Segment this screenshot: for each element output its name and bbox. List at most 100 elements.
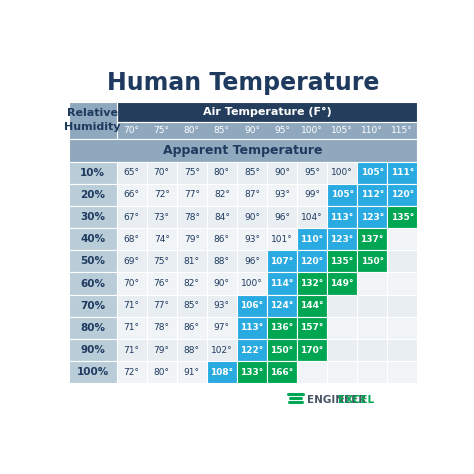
FancyBboxPatch shape (357, 317, 387, 339)
Text: 136°: 136° (270, 323, 293, 332)
Text: 90°: 90° (274, 168, 290, 177)
Text: Air Temperature (F°): Air Temperature (F°) (202, 107, 331, 117)
Text: 86°: 86° (214, 235, 230, 244)
FancyBboxPatch shape (69, 138, 417, 162)
Text: 80%: 80% (80, 323, 105, 333)
Text: 101°: 101° (271, 235, 293, 244)
FancyBboxPatch shape (146, 228, 177, 250)
FancyBboxPatch shape (297, 273, 327, 295)
FancyBboxPatch shape (327, 361, 357, 383)
FancyBboxPatch shape (357, 295, 387, 317)
FancyBboxPatch shape (267, 317, 297, 339)
FancyBboxPatch shape (69, 228, 117, 250)
Text: 107°: 107° (270, 257, 293, 266)
FancyBboxPatch shape (69, 206, 117, 228)
Text: 170°: 170° (301, 346, 324, 355)
FancyBboxPatch shape (207, 317, 237, 339)
FancyBboxPatch shape (237, 184, 267, 206)
FancyBboxPatch shape (177, 273, 207, 295)
FancyBboxPatch shape (117, 295, 146, 317)
Text: 71°: 71° (124, 301, 140, 310)
FancyBboxPatch shape (267, 206, 297, 228)
FancyBboxPatch shape (146, 250, 177, 273)
FancyBboxPatch shape (387, 206, 417, 228)
FancyBboxPatch shape (177, 162, 207, 184)
Text: 137°: 137° (361, 235, 384, 244)
Text: 76°: 76° (154, 279, 170, 288)
FancyBboxPatch shape (177, 361, 207, 383)
FancyBboxPatch shape (146, 206, 177, 228)
FancyBboxPatch shape (146, 361, 177, 383)
FancyBboxPatch shape (146, 317, 177, 339)
Text: 135°: 135° (330, 257, 354, 266)
FancyBboxPatch shape (117, 273, 146, 295)
FancyBboxPatch shape (177, 250, 207, 273)
Text: 90°: 90° (244, 126, 260, 135)
Text: 74°: 74° (154, 235, 170, 244)
Text: 86°: 86° (184, 323, 200, 332)
Text: 106°: 106° (240, 301, 264, 310)
FancyBboxPatch shape (237, 295, 267, 317)
FancyBboxPatch shape (207, 250, 237, 273)
Text: 65°: 65° (124, 168, 140, 177)
Text: 93°: 93° (274, 191, 290, 200)
Text: 10%: 10% (80, 168, 105, 178)
FancyBboxPatch shape (207, 162, 237, 184)
Text: 150°: 150° (361, 257, 384, 266)
Text: 68°: 68° (124, 235, 140, 244)
FancyBboxPatch shape (267, 228, 297, 250)
FancyBboxPatch shape (267, 295, 297, 317)
FancyBboxPatch shape (297, 361, 327, 383)
FancyBboxPatch shape (69, 361, 117, 383)
FancyBboxPatch shape (327, 184, 357, 206)
FancyBboxPatch shape (297, 162, 327, 184)
FancyBboxPatch shape (357, 339, 387, 361)
FancyBboxPatch shape (69, 273, 117, 295)
Text: 75°: 75° (184, 168, 200, 177)
FancyBboxPatch shape (297, 250, 327, 273)
FancyBboxPatch shape (387, 361, 417, 383)
Text: 77°: 77° (154, 301, 170, 310)
Text: 120°: 120° (391, 191, 414, 200)
FancyBboxPatch shape (267, 250, 297, 273)
FancyBboxPatch shape (357, 273, 387, 295)
FancyBboxPatch shape (237, 228, 267, 250)
Text: 100°: 100° (301, 126, 323, 135)
Text: 79°: 79° (184, 235, 200, 244)
Text: 40%: 40% (80, 234, 105, 244)
FancyBboxPatch shape (357, 206, 387, 228)
FancyBboxPatch shape (297, 317, 327, 339)
Text: 70°: 70° (154, 168, 170, 177)
FancyBboxPatch shape (117, 361, 146, 383)
Text: 87°: 87° (244, 191, 260, 200)
Text: 80°: 80° (154, 368, 170, 377)
Text: 144°: 144° (301, 301, 324, 310)
Text: 166°: 166° (270, 368, 293, 377)
FancyBboxPatch shape (237, 162, 267, 184)
FancyBboxPatch shape (146, 273, 177, 295)
Text: 150°: 150° (271, 346, 293, 355)
Text: 100°: 100° (331, 168, 353, 177)
FancyBboxPatch shape (69, 339, 117, 361)
FancyBboxPatch shape (69, 295, 117, 317)
FancyBboxPatch shape (237, 361, 267, 383)
Text: 70%: 70% (80, 301, 105, 311)
Text: 70°: 70° (124, 126, 140, 135)
Text: 99°: 99° (304, 191, 320, 200)
FancyBboxPatch shape (327, 206, 357, 228)
Text: 72°: 72° (124, 368, 139, 377)
FancyBboxPatch shape (357, 162, 387, 184)
Text: EXCEL: EXCEL (338, 394, 374, 404)
Text: 71°: 71° (124, 323, 140, 332)
FancyBboxPatch shape (327, 228, 357, 250)
FancyBboxPatch shape (207, 184, 237, 206)
FancyBboxPatch shape (117, 101, 417, 121)
FancyBboxPatch shape (177, 295, 207, 317)
Text: 135°: 135° (391, 212, 414, 221)
Text: 114°: 114° (270, 279, 294, 288)
Text: 88°: 88° (214, 257, 230, 266)
Text: 72°: 72° (154, 191, 170, 200)
FancyBboxPatch shape (357, 250, 387, 273)
Text: 93°: 93° (244, 235, 260, 244)
Text: 115°: 115° (392, 126, 413, 135)
